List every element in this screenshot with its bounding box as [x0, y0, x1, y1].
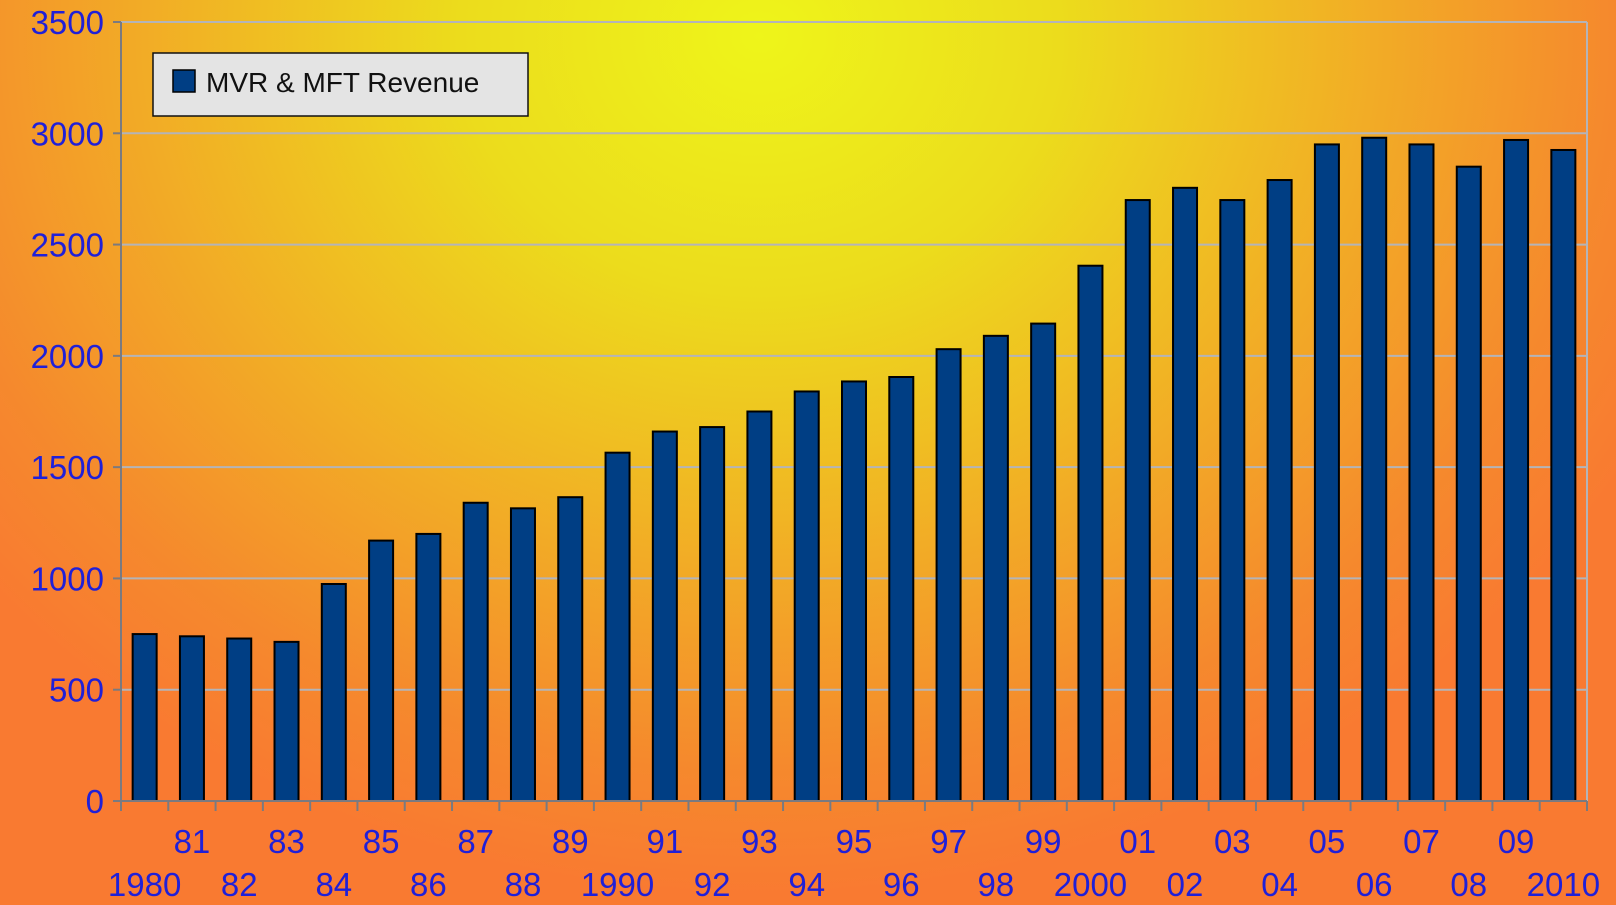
- x-tick-label: 01: [1119, 823, 1156, 860]
- bar-91: [651, 430, 678, 802]
- x-tick-label: 05: [1309, 823, 1346, 860]
- bar-1980: [131, 633, 158, 802]
- x-tick-label: 95: [836, 823, 873, 860]
- bar-1990: [604, 451, 631, 802]
- x-tick-label: 09: [1498, 823, 1535, 860]
- bar-85: [368, 539, 395, 802]
- legend-swatch: [172, 69, 196, 93]
- bar-93: [746, 410, 773, 802]
- x-tick-label: 08: [1450, 866, 1487, 903]
- x-tick-label: 92: [694, 866, 731, 903]
- x-tick-label: 04: [1261, 866, 1298, 903]
- y-tick-label: 2000: [31, 338, 104, 375]
- bar-98: [982, 334, 1009, 802]
- x-tick-label: 2000: [1054, 866, 1127, 903]
- bar-2000: [1077, 264, 1104, 803]
- x-tick-label: 94: [788, 866, 825, 903]
- bar-87: [462, 501, 489, 802]
- y-tick-label: 500: [49, 672, 104, 709]
- bar-09: [1503, 138, 1530, 803]
- x-tick-label: 82: [221, 866, 258, 903]
- x-tick-label: 91: [646, 823, 683, 860]
- y-tick-label: 1000: [31, 560, 104, 597]
- x-tick-label: 81: [174, 823, 211, 860]
- bar-08: [1455, 165, 1482, 802]
- y-tick-label: 0: [86, 783, 104, 820]
- bar-95: [841, 380, 867, 802]
- x-tick-label: 93: [741, 823, 778, 860]
- bar-2010: [1550, 148, 1577, 802]
- y-tick-label: 3000: [31, 115, 104, 152]
- bars: [131, 136, 1577, 803]
- x-tick-label: 86: [410, 866, 447, 903]
- bar-97: [935, 348, 962, 802]
- bar-89: [557, 496, 584, 802]
- x-tick-label: 83: [268, 823, 305, 860]
- x-tick-label: 2010: [1527, 866, 1600, 903]
- bar-01: [1124, 199, 1151, 803]
- bar-02: [1172, 186, 1199, 802]
- x-tick-label: 06: [1356, 866, 1393, 903]
- x-tick-label: 1990: [581, 866, 654, 903]
- bar-06: [1361, 136, 1388, 803]
- x-tick-label: 02: [1167, 866, 1204, 903]
- legend-label: MVR & MFT Revenue: [206, 67, 479, 98]
- y-tick-label: 2500: [31, 227, 104, 264]
- bar-07: [1408, 143, 1435, 802]
- x-tick-label: 87: [457, 823, 494, 860]
- x-tick-label: 89: [552, 823, 589, 860]
- y-tick-labels: 0 500 1000 1500 2000 2500 3000 3500: [31, 4, 104, 820]
- x-tick-label: 84: [315, 866, 352, 903]
- legend-box: [152, 52, 529, 117]
- x-tick-label: 96: [883, 866, 920, 903]
- x-tick-label: 88: [505, 866, 542, 903]
- x-tick-label: 97: [930, 823, 967, 860]
- x-tick-label: 99: [1025, 823, 1062, 860]
- bar-04: [1266, 179, 1293, 803]
- bar-92: [699, 426, 726, 802]
- bar-94: [793, 390, 820, 802]
- x-tick-label: 1980: [108, 866, 181, 903]
- y-tick-label: 3500: [31, 4, 104, 41]
- x-tick-labels: 1980 81 82 83 84 85 86 87 88 89 1990 91 92 93 94 95 96 97…: [108, 823, 1600, 903]
- bar-82: [226, 637, 253, 802]
- bar-99: [1030, 322, 1057, 802]
- bar-81: [178, 635, 205, 802]
- bar-03: [1219, 199, 1246, 803]
- y-tick-label: 1500: [31, 449, 104, 486]
- bar-88: [509, 507, 536, 802]
- legend: MVR & MFT Revenue: [152, 52, 529, 117]
- axes: [113, 21, 1588, 811]
- x-tick-label: 03: [1214, 823, 1251, 860]
- x-tick-label: 98: [978, 866, 1015, 903]
- x-tick-label: 07: [1403, 823, 1440, 860]
- bar-05: [1313, 143, 1340, 802]
- bar-96: [888, 376, 915, 802]
- bar-83: [273, 640, 300, 803]
- bar-86: [415, 532, 442, 803]
- bar-84: [320, 582, 347, 802]
- x-tick-label: 85: [363, 823, 400, 860]
